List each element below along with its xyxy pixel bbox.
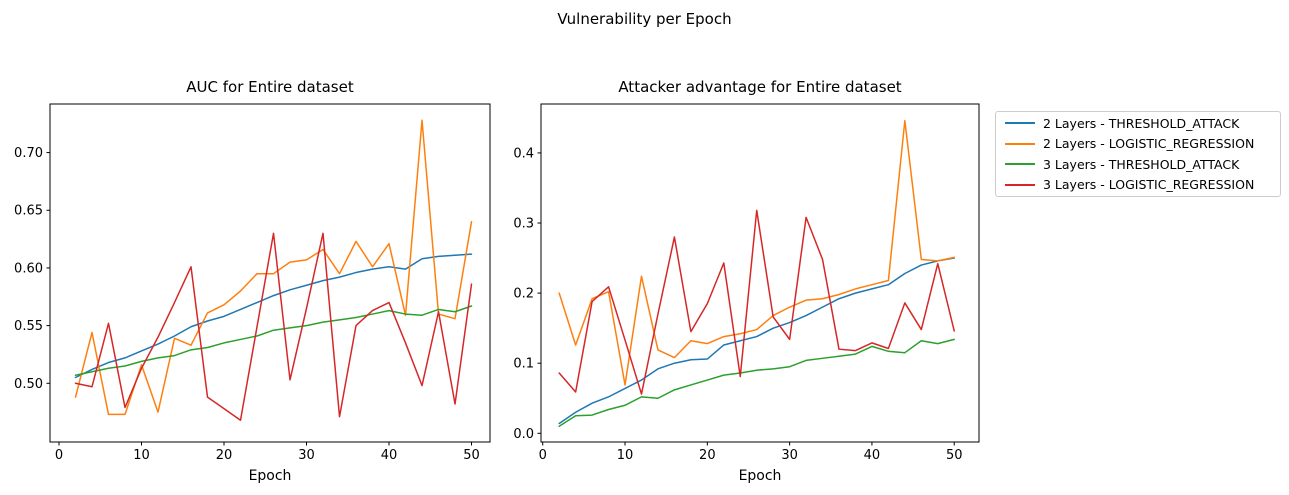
x-tick-label: 20 [216,448,233,463]
x-tick-label: 40 [864,448,881,463]
auc-chart: 0 10 20 30 40 50 0.50 0.55 0.60 0.65 0.70 [14,103,491,463]
legend-line-swatch-blue [1005,122,1035,125]
y-tick-label: 0.0 [513,427,534,442]
auc-chart-title: AUC for Entire dataset [186,78,354,96]
legend: 2 Layers - THRESHOLD_ATTACK 2 Layers - L… [995,111,1281,197]
x-tick-label: 10 [617,448,634,463]
legend-line-swatch-green [1005,163,1035,166]
series-line [558,338,955,428]
legend-item: 2 Layers - THRESHOLD_ATTACK [996,113,1280,133]
y-tick-label: 0.50 [14,377,43,392]
series-line [74,253,473,379]
advantage-chart-title: Attacker advantage for Entire dataset [618,78,902,96]
legend-item: 3 Layers - LOGISTIC_REGRESSION [996,175,1280,195]
series-line [74,305,473,376]
advantage-chart-xlabel: Epoch [738,468,782,484]
y-tick-label: 0.4 [513,146,534,161]
series-line [74,232,473,421]
x-tick-label: 50 [463,448,480,463]
series-line [558,209,955,395]
x-tick-label: 50 [946,448,963,463]
y-tick-label: 0.2 [513,287,534,302]
y-tick-label: 0.3 [513,217,534,232]
axes-spines [540,103,980,443]
auc-chart-xlabel: Epoch [248,468,292,484]
series-line [558,257,955,425]
figure-suptitle: Vulnerability per Epoch [557,10,732,28]
y-tick-label: 0.1 [513,357,534,372]
legend-label: 2 Layers - THRESHOLD_ATTACK [1043,115,1240,131]
legend-label: 3 Layers - THRESHOLD_ATTACK [1043,156,1240,172]
legend-item: 2 Layers - LOGISTIC_REGRESSION [996,134,1280,154]
series-line [74,119,473,416]
series-line [558,119,955,386]
legend-line-swatch-red [1005,183,1035,186]
y-tick-label: 0.55 [14,319,43,334]
y-tick-label: 0.65 [14,204,43,219]
legend-label: 2 Layers - LOGISTIC_REGRESSION [1043,136,1255,152]
x-tick-label: 40 [381,448,398,463]
x-tick-label: 30 [298,448,315,463]
y-tick-label: 0.60 [14,261,43,276]
axes-spines [49,103,491,443]
x-tick-label: 30 [781,448,798,463]
x-tick-label: 0 [55,448,63,463]
x-tick-label: 10 [133,448,150,463]
legend-line-swatch-orange [1005,142,1035,145]
y-tick-label: 0.70 [14,146,43,161]
advantage-chart: 0 10 20 30 40 50 0.0 0.1 0.2 0.3 0.4 [513,103,980,463]
legend-item: 3 Layers - THRESHOLD_ATTACK [996,154,1280,174]
legend-label: 3 Layers - LOGISTIC_REGRESSION [1043,177,1255,193]
x-tick-label: 0 [539,448,547,463]
x-tick-label: 20 [699,448,716,463]
